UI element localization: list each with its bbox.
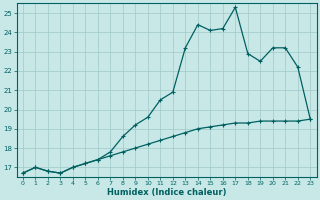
X-axis label: Humidex (Indice chaleur): Humidex (Indice chaleur) <box>107 188 226 197</box>
